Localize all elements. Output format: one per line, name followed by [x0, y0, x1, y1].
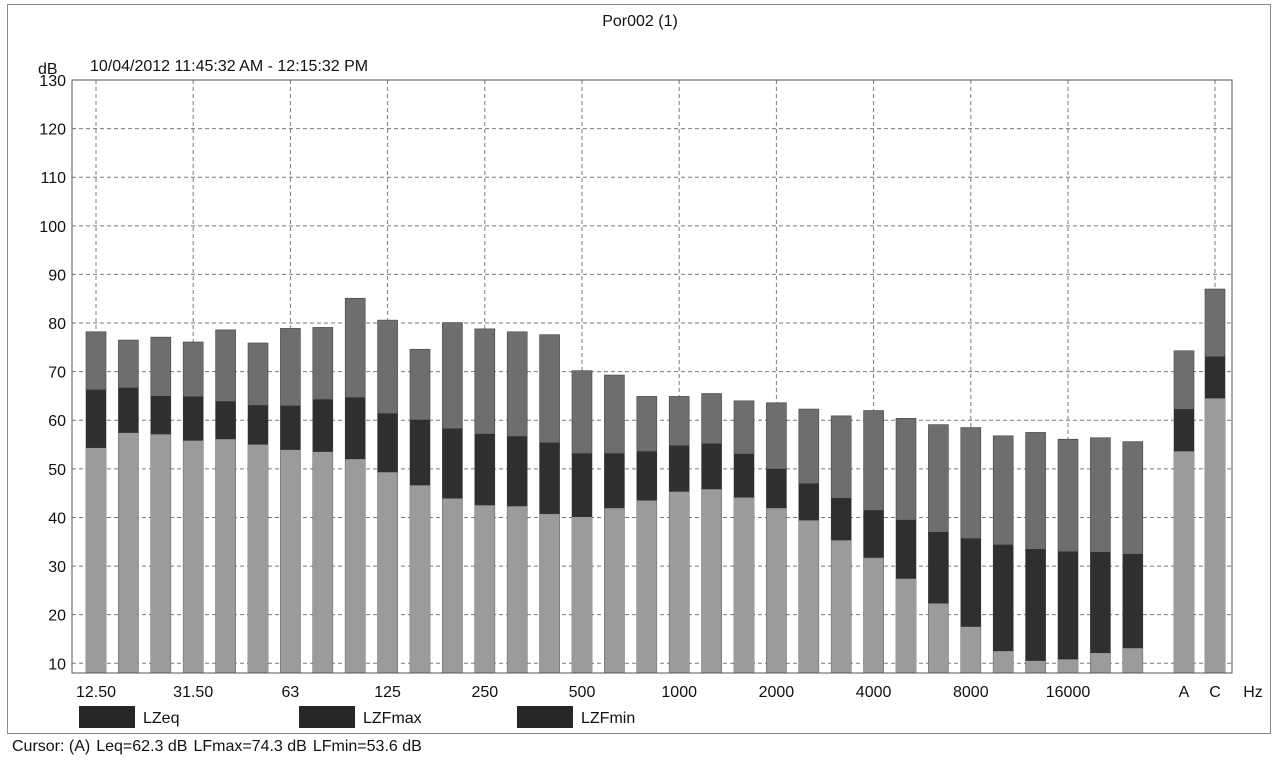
- x-tick-label: 63: [282, 684, 300, 701]
- bar-lzfmin: [539, 514, 560, 673]
- bar-lzfmin: [1205, 398, 1225, 673]
- y-tick-label: 10: [48, 656, 66, 673]
- bar-lzfmin: [1090, 653, 1111, 673]
- bar-lzfmin: [701, 489, 722, 673]
- x-axis: 12.50 31.50 63 125 250 500 1000 2000 4000 8000 160…: [76, 684, 1221, 701]
- bar-lzfmin: [572, 516, 592, 673]
- bar-lzfmin: [150, 434, 171, 673]
- cursor-leq-value: Leq=62.3 dB: [96, 738, 188, 755]
- chart-title: Por002 (1): [602, 13, 678, 30]
- bar-lzfmin: [312, 451, 333, 673]
- cursor-lfmax-value: LFmax=74.3 dB: [193, 738, 307, 755]
- x-tick-label: 1000: [661, 684, 697, 701]
- bar-lzfmin: [636, 500, 657, 673]
- legend: LZeq LZFmax LZFmin: [79, 706, 635, 728]
- bar-lzfmin: [215, 439, 236, 673]
- bar-lzfmin: [1058, 659, 1078, 673]
- y-tick-label: 90: [48, 267, 66, 284]
- bar-lzfmin: [928, 603, 949, 673]
- bar-lzfmin: [798, 520, 819, 673]
- bar-lzfmin: [669, 491, 690, 673]
- cursor-label: Cursor: (A): [12, 738, 91, 755]
- x-tick-label: 2000: [759, 684, 795, 701]
- x-tick-label: 4000: [856, 684, 892, 701]
- legend-label: LZFmin: [581, 710, 635, 727]
- x-tick-label: 250: [471, 684, 498, 701]
- bar-lzeq: [1025, 549, 1046, 673]
- y-tick-label: 120: [39, 122, 66, 139]
- bar-lzeq: [1122, 553, 1143, 673]
- legend-swatch: [517, 706, 573, 728]
- bar-lzeq: [993, 544, 1014, 673]
- bar-lzfmin: [345, 459, 366, 673]
- y-tick-label: 40: [48, 510, 66, 527]
- bar-lzfmin: [442, 498, 463, 673]
- bar-lzfmin: [960, 626, 981, 673]
- cursor-lfmin-value: LFmin=53.6 dB: [312, 738, 422, 755]
- y-tick-label: 130: [39, 73, 66, 90]
- bar-lzfmin: [831, 540, 852, 673]
- y-tick-label: 70: [48, 365, 66, 382]
- x-tick-label: C: [1209, 684, 1221, 701]
- y-tick-label: 80: [48, 316, 66, 333]
- x-tick-label: 12.50: [76, 684, 116, 701]
- x-tick-label: 125: [374, 684, 401, 701]
- bar-lzeq: [1058, 551, 1078, 673]
- bar-lzfmin: [507, 506, 528, 673]
- bar-lzfmin: [993, 651, 1014, 673]
- bar-lzfmin: [604, 508, 625, 673]
- x-tick-label: A: [1179, 684, 1190, 701]
- plot-area: [71, 79, 1233, 674]
- x-tick-label: 8000: [953, 684, 989, 701]
- bar-lzfmin: [377, 472, 398, 673]
- y-tick-label: 20: [48, 608, 66, 625]
- cursor-readout: Cursor: (A) Leq=62.3 dB LFmax=74.3 dB LFmin…: [12, 738, 428, 756]
- bar-lzfmin: [183, 440, 204, 673]
- chart-subtitle: 10/04/2012 11:45:32 AM - 12:15:32 PM: [90, 58, 368, 75]
- x-tick-label: 31.50: [173, 684, 213, 701]
- bar-lzfmin: [118, 432, 139, 673]
- bar-lzfmin: [863, 557, 884, 673]
- bar-lzfmin: [896, 578, 916, 673]
- y-tick-label: 50: [48, 462, 66, 479]
- y-tick-label: 60: [48, 413, 66, 430]
- bars: [85, 288, 1226, 674]
- x-tick-label: 16000: [1046, 684, 1091, 701]
- legend-label: LZeq: [143, 710, 179, 727]
- bar-lzfmin: [1122, 648, 1143, 673]
- y-axis: 10 20 30 40 50 60 70 80 90 100 110 120 130: [39, 73, 66, 673]
- bar-lzfmin: [1025, 660, 1046, 673]
- y-tick-label: 100: [39, 219, 66, 236]
- legend-swatch: [299, 706, 355, 728]
- bar-lzfmin: [410, 485, 430, 673]
- bar-lzfmin: [280, 449, 301, 673]
- bar-lzeq: [1090, 551, 1111, 673]
- legend-swatch: [79, 706, 135, 728]
- bar-lzfmin: [1174, 451, 1194, 673]
- bar-lzfmin: [474, 505, 495, 673]
- y-axis-unit-label: dB: [38, 61, 58, 78]
- bar-lzfmin: [734, 497, 754, 673]
- legend-label: LZFmax: [363, 710, 422, 727]
- bar-lzfmin: [248, 444, 268, 673]
- x-tick-label: 500: [569, 684, 596, 701]
- bar-lzfmin: [86, 447, 106, 673]
- x-axis-unit-label: Hz: [1243, 684, 1263, 701]
- y-tick-label: 110: [40, 170, 66, 187]
- bar-lzfmin: [766, 508, 787, 673]
- y-tick-label: 30: [48, 559, 66, 576]
